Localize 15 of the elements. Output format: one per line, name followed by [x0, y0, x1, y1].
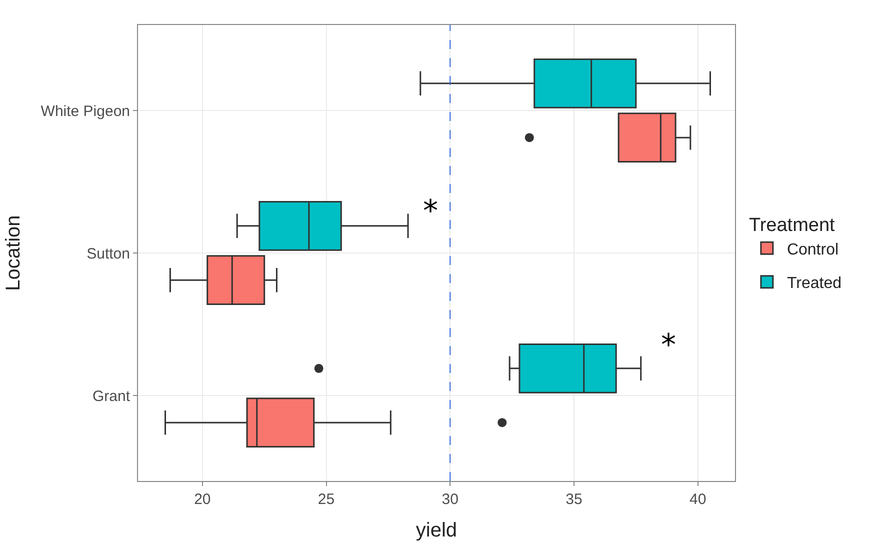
x-tick-label: 40 [689, 491, 706, 508]
legend-label: Control [786, 241, 839, 258]
x-tick-label: 25 [318, 491, 335, 508]
x-axis-title: yield [416, 520, 458, 542]
x-tick-label: 30 [442, 491, 458, 508]
legend-title: Treatment [748, 215, 836, 236]
x-tick-label: 35 [566, 491, 582, 508]
legend-label: Treated [786, 275, 842, 292]
x-tick-label: 20 [194, 491, 211, 508]
annotation: * [423, 194, 438, 229]
y-tick-label: Grant [92, 388, 131, 405]
annotation: * [661, 328, 676, 363]
y-tick-label: White Pigeon [40, 102, 130, 120]
y-axis-title: Location [2, 215, 24, 291]
y-tick-label: Sutton [86, 245, 130, 262]
